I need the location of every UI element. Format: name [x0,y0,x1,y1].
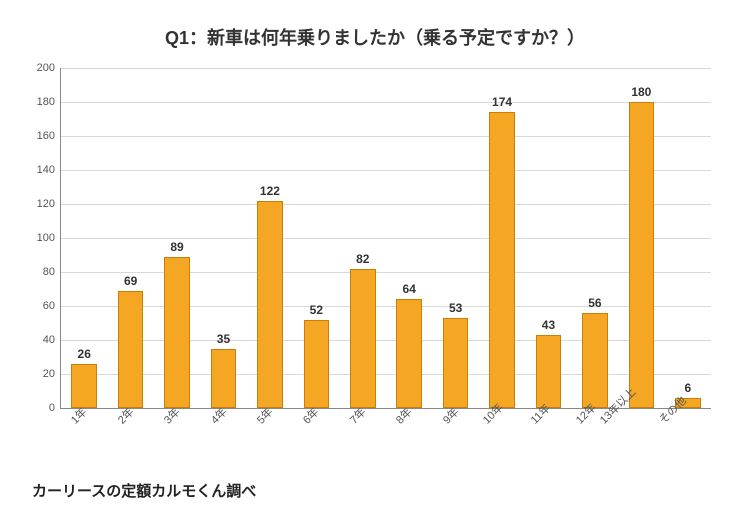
bar-value-label: 52 [310,303,323,317]
ytick-label: 100 [37,232,61,244]
bar-value-label: 174 [492,95,512,109]
gridline [61,136,711,137]
bar-value-label: 56 [588,296,601,310]
gridline [61,170,711,171]
bar: 43 [536,335,562,408]
ytick-label: 180 [37,96,61,108]
chart-plot-area: 020406080100120140160180200261年692年893年3… [60,68,711,409]
ytick-label: 200 [37,62,61,74]
gridline [61,204,711,205]
bar: 56 [582,313,608,408]
ytick-label: 60 [43,300,61,312]
bar: 64 [396,299,422,408]
gridline [61,306,711,307]
bar: 82 [350,269,376,408]
bar-value-label: 6 [684,381,691,395]
bar-value-label: 53 [449,301,462,315]
gridline [61,102,711,103]
bar-value-label: 64 [403,282,416,296]
xtick-label: その他 [655,393,690,428]
bar: 52 [304,320,330,408]
ytick-label: 120 [37,198,61,210]
bar-value-label: 180 [631,85,651,99]
bar-value-label: 35 [217,332,230,346]
source-attribution: カーリースの定額カルモくん調べ [32,480,256,501]
bar: 35 [211,349,237,409]
ytick-label: 0 [49,402,61,414]
bar-value-label: 69 [124,274,137,288]
gridline [61,68,711,69]
chart-title: Q1：新車は何年乗りましたか（乗る予定ですか？） [0,24,750,50]
bar-value-label: 89 [170,240,183,254]
ytick-label: 20 [43,368,61,380]
gridline [61,374,711,375]
ytick-label: 140 [37,164,61,176]
bar-value-label: 122 [260,184,280,198]
bar: 89 [164,257,190,408]
bar: 69 [118,291,144,408]
bar: 180 [629,102,655,408]
bar-value-label: 43 [542,318,555,332]
bar: 53 [443,318,469,408]
bar-value-label: 26 [78,347,91,361]
bar-value-label: 82 [356,252,369,266]
gridline [61,340,711,341]
bar: 122 [257,201,283,408]
bar: 174 [489,112,515,408]
ytick-label: 80 [43,266,61,278]
gridline [61,238,711,239]
bar: 26 [71,364,97,408]
ytick-label: 160 [37,130,61,142]
ytick-label: 40 [43,334,61,346]
gridline [61,272,711,273]
